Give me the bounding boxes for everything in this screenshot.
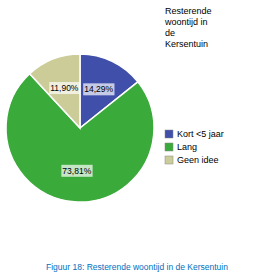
data-labels: 14,29% 73,81% 11,90%	[49, 82, 114, 177]
data-label-group: 14,29%	[83, 83, 114, 95]
plot-area	[6, 54, 154, 202]
legend-swatch	[165, 156, 173, 164]
legend-item: Lang	[165, 142, 197, 152]
legend-item: Kort <5 jaar	[165, 129, 224, 139]
title: Resterendewoontijd indeKersentuin	[164, 6, 212, 49]
caption: Figuur 18: Resterende woontijd in de Ker…	[46, 262, 228, 272]
title-line: Resterende	[165, 6, 212, 16]
legend-swatch	[165, 130, 173, 138]
legend-label: Lang	[177, 142, 197, 152]
title-line: de	[165, 28, 175, 38]
legend-label: Kort <5 jaar	[177, 129, 224, 139]
data-label-background	[61, 165, 92, 177]
data-label-background	[49, 82, 80, 94]
slices	[6, 54, 154, 202]
data-label: 11,90%	[50, 83, 79, 93]
chart: 14,29% 73,81% 11,90% Resterendewoontijd ind…	[0, 0, 274, 275]
data-label-group: 11,90%	[49, 82, 80, 94]
legend-label: Geen idee	[177, 155, 219, 165]
legend-item: Geen idee	[165, 155, 219, 165]
title-line: Kersentuin	[165, 39, 208, 49]
data-label: 14,29%	[84, 84, 113, 94]
data-label-group: 73,81%	[61, 165, 92, 177]
legend: Kort <5 jaar Lang Geen idee	[165, 129, 224, 165]
data-label: 73,81%	[62, 166, 91, 176]
data-label-background	[83, 83, 114, 95]
legend-swatch	[165, 143, 173, 151]
pie-slice	[30, 54, 80, 128]
title-line: woontijd in	[164, 17, 208, 27]
pie: 14,29% 73,81% 11,90%	[49, 82, 114, 177]
